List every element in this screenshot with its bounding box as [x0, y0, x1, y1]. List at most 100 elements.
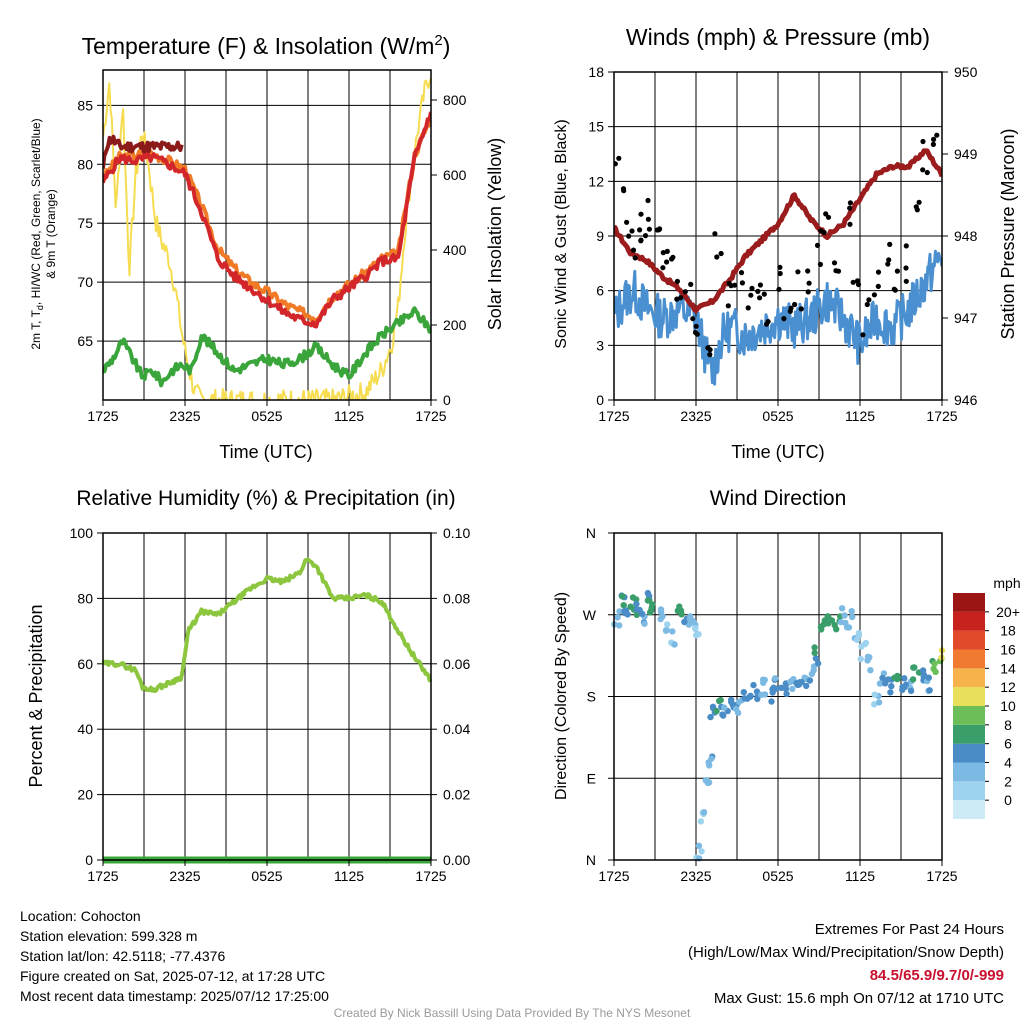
gust-point [632, 255, 638, 261]
legend-swatch [953, 687, 985, 706]
gust-point [825, 214, 832, 220]
wind-direction-point [707, 713, 714, 721]
humidity-xtick-label: 1725 [87, 868, 118, 884]
wind-direction-point [871, 701, 878, 708]
wind-direction-point [887, 689, 894, 696]
winds-x-axis-label: Time (UTC) [731, 442, 824, 462]
wind-direction-point [750, 681, 757, 689]
wind-direction-point [783, 690, 790, 697]
gust-point [914, 207, 920, 213]
gust-point [718, 250, 724, 257]
temperature-ytick-label-left: 70 [77, 274, 93, 290]
legend-label: 20+ [996, 604, 1020, 620]
wind-direction-point [692, 625, 699, 632]
humidity-ytick-label-left: 100 [70, 525, 94, 541]
legend-label: 2 [1004, 773, 1012, 789]
wind-direction-point [614, 614, 621, 621]
wind-direction-ytick-label: W [583, 607, 597, 623]
extremes-info: Extremes For Past 24 Hours (High/Low/Max… [688, 918, 1004, 1010]
humidity-xtick-label: 1125 [334, 868, 364, 884]
winds-ytick-label-right: 950 [954, 64, 978, 80]
gust-point [855, 281, 862, 288]
gust-point [690, 316, 696, 322]
humidity-line [101, 557, 433, 694]
gust-point [934, 132, 940, 138]
gust-point [777, 264, 783, 270]
wind-direction-point [754, 695, 761, 703]
wind-direction-point [831, 621, 838, 629]
gust-point [892, 287, 898, 293]
legend-swatch [953, 668, 985, 688]
temperature-ytick-label-left: 80 [77, 156, 93, 172]
humidity-ytick-label-left: 20 [77, 787, 93, 803]
wind-direction-point [648, 604, 655, 612]
gust-point [920, 167, 926, 173]
wind-direction-point [867, 667, 874, 674]
wind-direction-point [638, 610, 646, 617]
temperature-left-axis-label-line1: 2m T, Td, HI/WC (Red, Green, Scarlet/Blu… [29, 118, 45, 349]
wind-direction-point [740, 689, 747, 696]
gust-point [674, 278, 681, 284]
wind-direction-point [932, 668, 939, 676]
wind-direction-point [782, 685, 790, 692]
gust-point [664, 248, 670, 254]
gust-point [916, 199, 922, 205]
gust-point [755, 288, 761, 294]
wind-direction-point [677, 607, 685, 614]
wind-direction-point [926, 687, 933, 694]
gust-point [757, 282, 764, 288]
wind-direction-ytick-label: N [586, 852, 596, 868]
gust-point [781, 316, 787, 322]
gust-point [850, 279, 856, 285]
temperature-plot-area: 65 70 75 80 85 0 200 400 600 800 1725 2325 0525 1125 1… [77, 69, 467, 424]
gust-point [805, 268, 811, 274]
gust-point [821, 229, 827, 236]
legend-swatch [953, 800, 985, 819]
gust-point [903, 278, 909, 284]
wind-direction-point [858, 643, 865, 650]
winds-ytick-label-right: 949 [954, 146, 978, 162]
gust-point [788, 305, 794, 311]
gust-point [725, 303, 731, 309]
temperature-ytick-label-right: 400 [443, 242, 467, 258]
gust-point [739, 280, 746, 286]
wind-direction-point [657, 606, 665, 613]
gust-point [626, 233, 632, 239]
gust-point [776, 286, 782, 292]
extremes-heading: Extremes For Past 24 Hours [814, 921, 1004, 938]
wind-direction-point [875, 699, 883, 706]
gust-point [866, 297, 872, 303]
gust-point [847, 205, 853, 211]
wind-direction-point [671, 641, 678, 648]
legend-swatch [953, 593, 985, 612]
wind-direction-point [773, 685, 780, 692]
legend-label: 14 [1000, 660, 1016, 676]
wind-direction-point [761, 691, 769, 698]
wind-direction-panel: Wind Direction Direction (Colored By Spe… [553, 487, 1021, 884]
gust-point [930, 141, 937, 147]
wind-direction-point [808, 670, 816, 678]
insolation-line [103, 77, 431, 400]
wind-direction-point [709, 703, 717, 710]
wind-direction-point [857, 655, 864, 663]
wind-direction-point [664, 621, 671, 628]
wind-direction-point [759, 676, 767, 683]
gust-point [875, 269, 882, 275]
humidity-ytick-label-right: 0.08 [443, 590, 470, 606]
winds-panel: Winds (mph) & Pressure (mb) Sonic Wind &… [553, 24, 1018, 462]
wind-direction-point [812, 655, 820, 662]
winds-ytick-label-left: 18 [588, 64, 604, 80]
temperature-xtick-label: 2325 [169, 408, 200, 424]
humidity-ytick-label-right: 0.02 [443, 787, 470, 803]
winds-ytick-label-left: 3 [596, 337, 604, 353]
wind-direction-point [789, 685, 796, 693]
sonic-wind-line [614, 249, 942, 386]
location-text: Location: Cohocton [20, 908, 141, 924]
temperature-ytick-label-left: 65 [77, 333, 93, 349]
winds-ytick-label-right: 946 [954, 392, 978, 408]
wind-direction-point [681, 618, 688, 626]
winds-ytick-label-right: 948 [954, 228, 978, 244]
gust-point [656, 227, 662, 233]
elevation-text: Station elevation: 599.328 m [20, 928, 198, 944]
winds-ytick-label-left: 9 [596, 228, 604, 244]
